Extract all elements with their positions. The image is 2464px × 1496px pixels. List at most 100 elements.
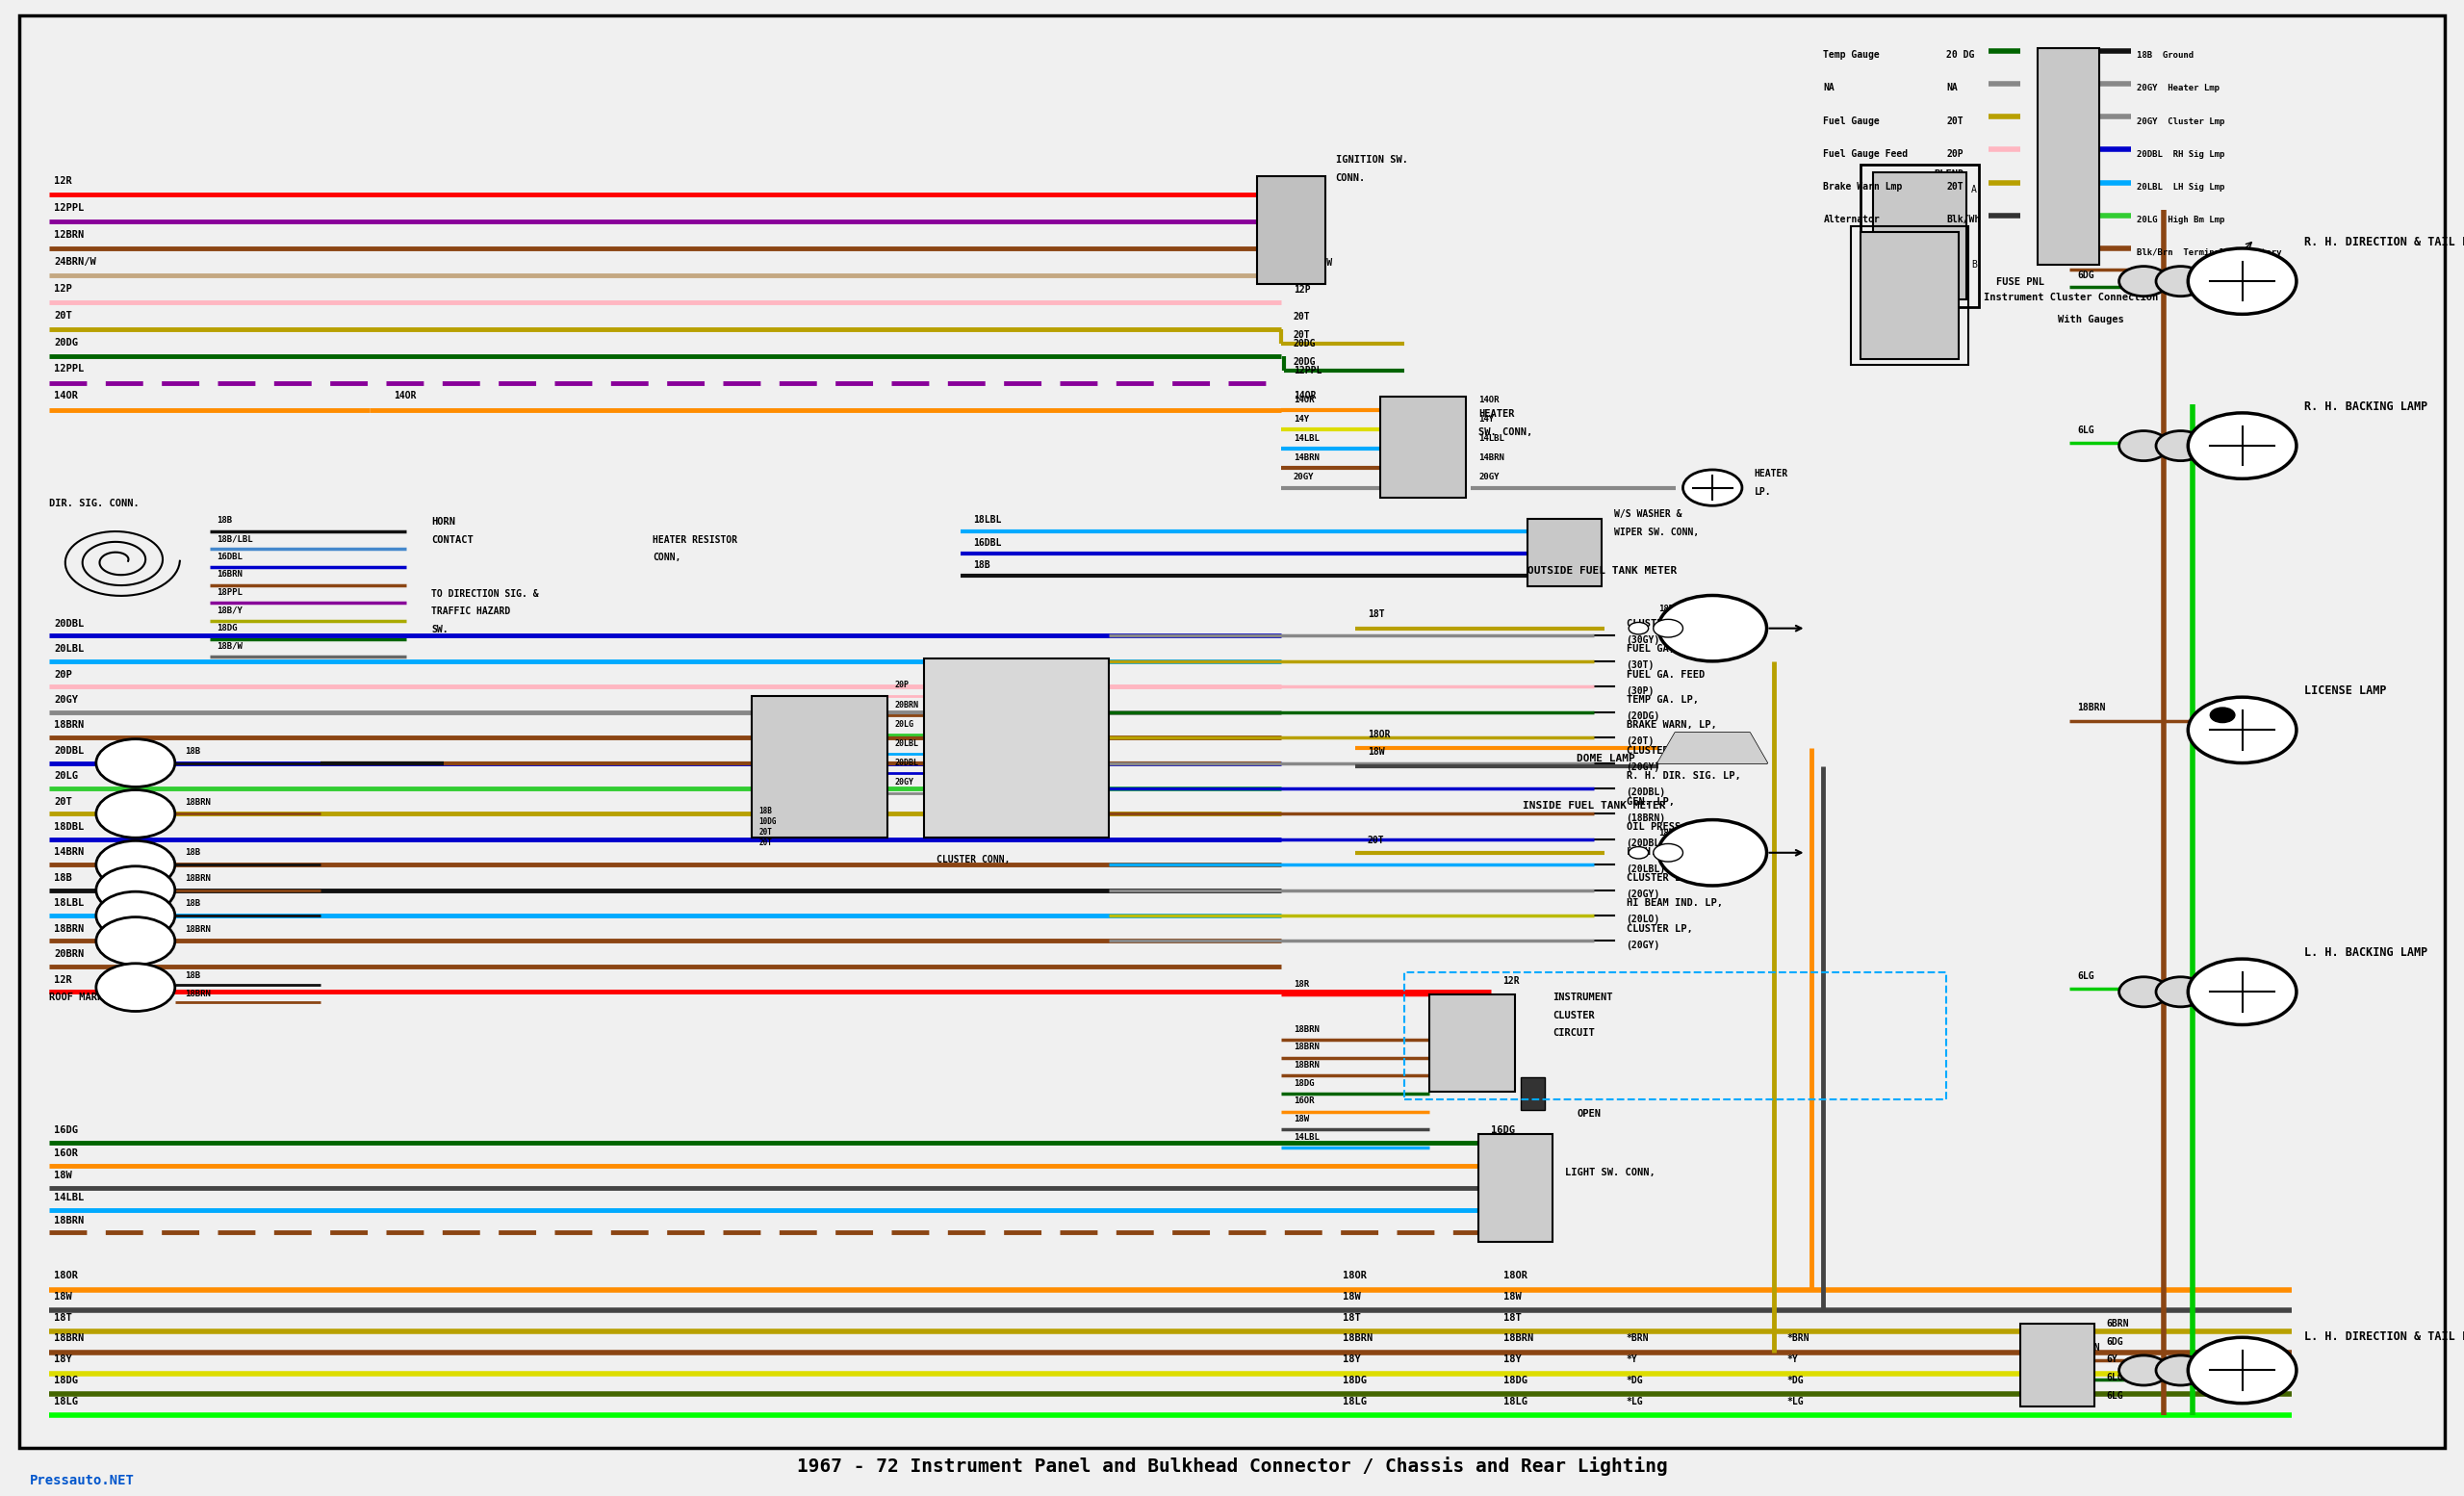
Bar [1404, 972, 1947, 1100]
Text: 18B/Y: 18B/Y [217, 606, 241, 615]
Circle shape [1658, 595, 1767, 661]
Text: 18T: 18T [1503, 1313, 1520, 1322]
Text: 18LG: 18LG [1343, 1397, 1368, 1406]
Text: 18B: 18B [759, 806, 771, 815]
Text: 20DBL: 20DBL [894, 758, 919, 767]
Text: 20P: 20P [894, 681, 909, 690]
Text: 12R: 12R [1294, 178, 1311, 187]
Text: R. H. DIR. SIG. LP,: R. H. DIR. SIG. LP, [1626, 772, 1740, 781]
Bar [2038, 48, 2099, 265]
Text: 18B: 18B [1658, 829, 1673, 838]
Text: (20DBL): (20DBL) [1626, 788, 1666, 797]
Text: BRAKE WARN, LP,: BRAKE WARN, LP, [1626, 721, 1717, 730]
Text: With Gauges: With Gauges [2057, 316, 2124, 325]
Circle shape [2188, 959, 2296, 1025]
Circle shape [2188, 697, 2296, 763]
Circle shape [2188, 413, 2296, 479]
Text: 18DG: 18DG [1503, 1376, 1528, 1385]
Text: Alternator: Alternator [1823, 215, 1880, 224]
Text: 20T: 20T [1947, 183, 1964, 191]
Text: 24BRN/W: 24BRN/W [1294, 259, 1333, 268]
Text: 14Y: 14Y [1478, 414, 1493, 423]
Circle shape [2188, 1337, 2296, 1403]
Text: 18W: 18W [54, 1171, 71, 1180]
Text: HI BEAM IND. LP,: HI BEAM IND. LP, [1626, 899, 1722, 908]
Text: L. H. BACKING LAMP: L. H. BACKING LAMP [2304, 947, 2427, 959]
Circle shape [2156, 266, 2205, 296]
Text: 14BRN: 14BRN [1294, 453, 1318, 462]
Text: LICENSE LAMP: LICENSE LAMP [2304, 685, 2385, 697]
Text: *LG: *LG [1626, 1397, 1643, 1406]
Text: TRAFFIC HAZARD: TRAFFIC HAZARD [431, 607, 510, 616]
Text: 20T: 20T [1947, 117, 1964, 126]
Text: 20GY: 20GY [1478, 473, 1498, 482]
Text: 16OR: 16OR [1491, 1149, 1515, 1158]
Bar [1528, 519, 1602, 586]
Text: OIL PRESS. LP,: OIL PRESS. LP, [1626, 823, 1710, 832]
Text: 18BRN: 18BRN [54, 1216, 84, 1225]
Text: 16DBL: 16DBL [217, 552, 241, 561]
Circle shape [96, 739, 175, 787]
Text: 18B/LBL: 18B/LBL [217, 534, 254, 543]
Text: 18BRN: 18BRN [185, 874, 209, 883]
Text: 1967 - 72 Instrument Panel and Bulkhead Connector / Chassis and Rear Lighting: 1967 - 72 Instrument Panel and Bulkhead … [796, 1457, 1668, 1475]
Text: TO DIRECTION SIG. &: TO DIRECTION SIG. & [431, 589, 540, 598]
Bar [2020, 1324, 2094, 1406]
Text: 16DBL: 16DBL [973, 539, 1000, 548]
Text: 18T: 18T [1343, 1313, 1360, 1322]
Text: 20T: 20T [54, 311, 71, 320]
Text: 14OR: 14OR [54, 392, 79, 401]
Text: 18B: 18B [185, 971, 200, 980]
Text: 18W: 18W [1343, 1293, 1360, 1302]
Text: 18B: 18B [1658, 604, 1673, 613]
Text: 18BRN: 18BRN [54, 1334, 84, 1343]
Text: 18OR: 18OR [54, 1272, 79, 1281]
Text: 20GY: 20GY [54, 696, 79, 705]
Text: GEN. LP,: GEN. LP, [1626, 797, 1676, 806]
Text: INSTRUMENT: INSTRUMENT [1552, 993, 1611, 1002]
Text: TEMP GA. LP,: TEMP GA. LP, [1626, 696, 1698, 705]
Text: 6LG: 6LG [2077, 426, 2094, 435]
Text: 18BRN: 18BRN [54, 721, 84, 730]
Circle shape [1653, 844, 1683, 862]
Text: NA: NA [1823, 84, 1836, 93]
Text: L. H. DBL. SIG. LP,: L. H. DBL. SIG. LP, [1626, 848, 1740, 857]
Text: (20GY): (20GY) [1626, 941, 1661, 950]
Text: 18B: 18B [217, 516, 232, 525]
Text: Brake Warn Lmp: Brake Warn Lmp [1823, 183, 1902, 191]
Text: 14LBL: 14LBL [54, 1194, 84, 1203]
Circle shape [1683, 470, 1742, 506]
Text: 18BRN: 18BRN [1343, 1334, 1372, 1343]
Text: 18DG: 18DG [1343, 1376, 1368, 1385]
Text: 12PPL: 12PPL [54, 203, 84, 212]
Text: Instrument Cluster Connection: Instrument Cluster Connection [1984, 293, 2158, 302]
Text: FUEL GA. FEED: FUEL GA. FEED [1626, 670, 1705, 679]
Circle shape [96, 917, 175, 965]
Text: LIGHT SW. CONN,: LIGHT SW. CONN, [1565, 1168, 1656, 1177]
Text: HEATER RESISTOR: HEATER RESISTOR [653, 536, 737, 545]
Text: L. H. DIRECTION & TAIL LAMP: L. H. DIRECTION & TAIL LAMP [2304, 1331, 2464, 1343]
Text: 14BRN: 14BRN [54, 848, 84, 857]
Text: 18B: 18B [973, 561, 991, 570]
Circle shape [96, 790, 175, 838]
Text: NA: NA [1947, 84, 1959, 93]
Text: 16DG: 16DG [1491, 1126, 1515, 1135]
Text: 18BRN: 18BRN [1491, 1216, 1520, 1225]
Text: 20GY  Heater Lmp: 20GY Heater Lmp [2136, 84, 2220, 93]
Circle shape [2210, 708, 2235, 723]
Bar [1429, 995, 1515, 1092]
Text: 6BRN: 6BRN [2077, 1343, 2099, 1352]
Text: DOME LAMP: DOME LAMP [1577, 754, 1636, 763]
Text: 20LG  High Bm Lmp: 20LG High Bm Lmp [2136, 215, 2225, 224]
Text: 12R: 12R [54, 975, 71, 984]
Polygon shape [1658, 733, 1767, 763]
Text: FUSE PNL: FUSE PNL [1996, 278, 2045, 287]
Text: 18BRN: 18BRN [185, 989, 209, 998]
Circle shape [2119, 431, 2168, 461]
Text: 12R: 12R [1503, 977, 1520, 986]
Bar [1860, 232, 1959, 359]
Text: 16BRN: 16BRN [217, 570, 241, 579]
Circle shape [2156, 1355, 2205, 1385]
Text: 20BRN: 20BRN [894, 700, 919, 709]
Text: 18B: 18B [185, 848, 200, 857]
